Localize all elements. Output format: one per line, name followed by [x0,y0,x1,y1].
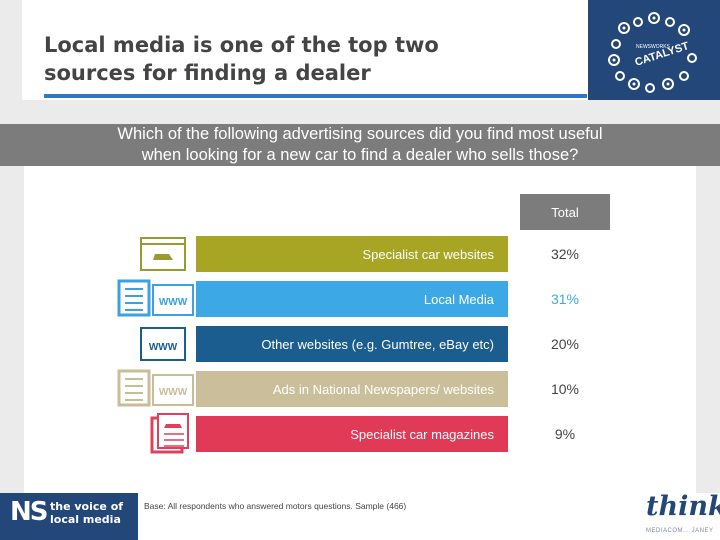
www-browser-icon [152,284,194,316]
ns-tagline-1: the voice of [50,500,124,513]
question-line-1: Which of the following advertising sourc… [117,125,603,143]
title-line-1: Local media is one of the top two [44,33,439,57]
category-label: Specialist car magazines [350,427,494,442]
column-header-total: Total [520,194,610,230]
www-browser-icon [140,327,186,361]
category-label: Specialist car websites [363,247,495,262]
car-icon [153,254,173,260]
data-label: 20% [551,336,579,352]
logo-small-text: NEWSWORKS [636,44,671,50]
title-line-2: sources for finding a dealer [44,61,371,85]
catalyst-logo: NEWSWORKS CATALYST [588,0,720,100]
ns-logo [0,493,138,540]
bar [196,371,508,407]
data-label: 9% [555,426,575,442]
base-note: Base: All respondents who answered motor… [144,501,407,511]
bar [196,236,508,272]
ns-tagline-2: local media [50,513,121,526]
bar [196,416,508,452]
page-title: Local media is one of the top two source… [44,31,564,87]
car-icon [164,424,182,428]
data-label: 31% [551,291,579,307]
header-title-area [22,0,588,100]
bar [196,281,508,317]
bar [196,326,508,362]
catalyst-gears-icon: NEWSWORKS CATALYST [608,12,697,93]
think-logo-word: think [646,491,720,522]
survey-question: Which of the following advertising sourc… [80,124,640,166]
data-label: 10% [551,381,579,397]
www-text: WWW [159,297,188,308]
think-logo [640,493,720,540]
newspaper-icon [117,369,151,407]
question-bar [0,124,720,166]
question-line-2: when looking for a new car to find a dea… [141,146,579,164]
www-text: WWW [149,342,178,353]
title-underline [44,94,587,98]
category-label: Local Media [424,292,495,307]
www-text: WWW [159,387,188,398]
magazine-page [157,413,189,449]
car-browser-icon [140,237,186,271]
category-label: Other websites (e.g. Gumtree, eBay etc) [261,337,494,352]
category-label: Ads in National Newspapers/ websites [273,382,495,397]
newspaper-icon [117,279,151,317]
ns-logo-mark: NS [10,497,48,527]
data-label: 32% [551,246,579,262]
www-browser-icon [152,374,194,406]
think-logo-sub: MEDIACOM… JANEY [646,528,714,534]
